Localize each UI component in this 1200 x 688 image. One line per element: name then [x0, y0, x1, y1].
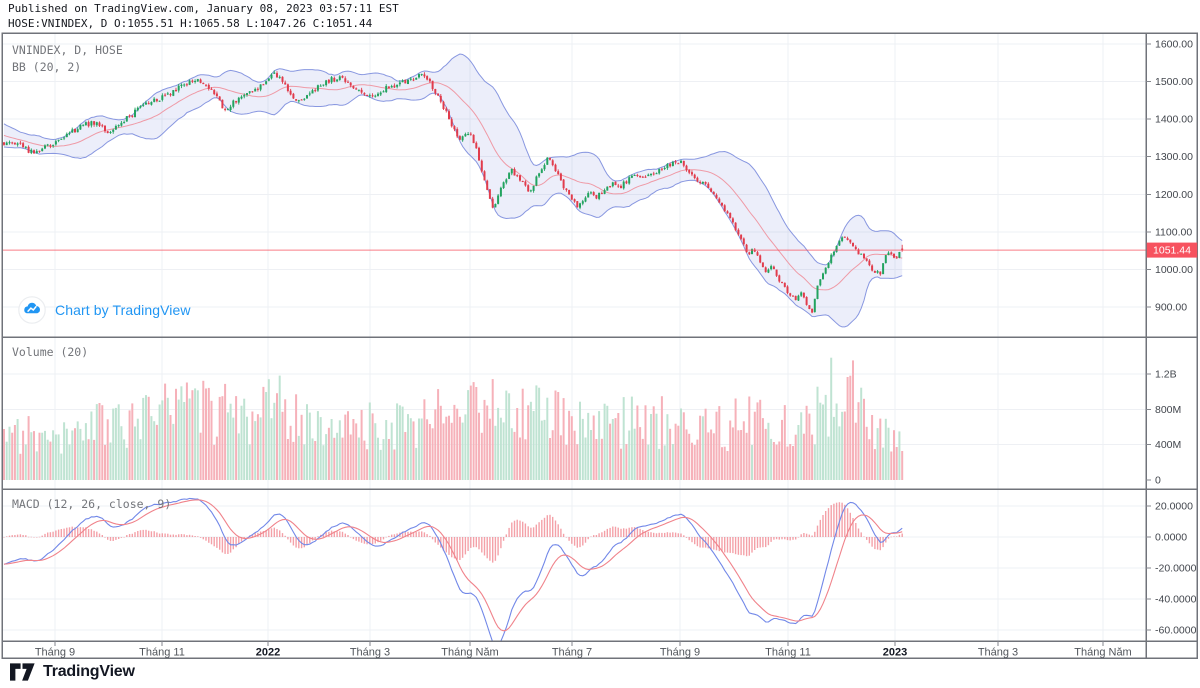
macd-line: [3, 497, 903, 641]
bb-indicator-legend: BB (20, 2): [12, 60, 82, 74]
tradingview-cloud-icon: [18, 296, 46, 324]
x-axis-label: Tháng 3: [978, 647, 1018, 659]
y-axis-label: 900.00: [1155, 302, 1187, 314]
y-axis-label: -40.0000: [1155, 594, 1197, 606]
x-axis-label: Tháng 11: [139, 647, 185, 659]
main-chart-legend: VNINDEX, D, HOSE BB (20, 2): [12, 42, 123, 76]
symbol-ohlc-line: HOSE:VNINDEX, D O:1055.51 H:1065.58 L:10…: [8, 16, 373, 30]
volume-indicator-label: Volume (20): [12, 345, 89, 359]
y-axis-label: 800M: [1155, 404, 1181, 416]
x-axis-label: Tháng 11: [765, 647, 811, 659]
y-axis-label: 400M: [1155, 439, 1181, 451]
y-axis-label: -60.0000: [1155, 625, 1197, 637]
signal-line: [3, 499, 903, 632]
chart-borders: [1, 32, 1198, 659]
tradingview-logo[interactable]: TradingView: [10, 663, 135, 681]
candlestick-series: [3, 70, 904, 314]
x-axis-label: 2023: [883, 647, 907, 659]
x-axis-label: 2022: [256, 647, 280, 659]
tradingview-watermark[interactable]: Chart by TradingView: [18, 296, 191, 324]
last-price-badge: [1146, 242, 1198, 258]
y-axis-label: 1400.00: [1155, 114, 1193, 126]
y-axis-label: 1300.00: [1155, 151, 1193, 163]
y-axis-label: 0.0000: [1155, 532, 1187, 544]
x-axis-label: Tháng 9: [660, 647, 700, 659]
x-axis-label: Tháng 9: [35, 647, 75, 659]
price-axis: 1600.00 1500.00 1400.00 1300.00 1200.00 1100.…: [1146, 39, 1197, 637]
watermark-label: Chart by TradingView: [55, 302, 191, 318]
published-line: Published on TradingView.com, January 08…: [8, 2, 399, 15]
time-axis: Tháng 9 Tháng 11 2022 Tháng 3 Tháng Năm Tháng…: [35, 641, 1132, 659]
tradingview-mark-icon: [10, 663, 35, 681]
x-axis-label: Tháng Năm: [441, 647, 498, 659]
symbol-legend: VNINDEX, D, HOSE: [12, 43, 123, 57]
last-price-badge-text: 1051.44: [1153, 245, 1191, 257]
y-axis-label: 1000.00: [1155, 264, 1193, 276]
macd-indicator-label: MACD (12, 26, close, 9): [12, 497, 172, 511]
x-axis-label: Tháng 7: [552, 647, 592, 659]
y-axis-label: 1200.00: [1155, 189, 1193, 201]
bollinger-band: [3, 53, 903, 328]
volume-bars: [3, 357, 904, 480]
snapshot-header: Published on TradingView.com, January 08…: [8, 2, 399, 31]
x-axis-label: Tháng 3: [350, 647, 390, 659]
y-axis-label: 1.2B: [1155, 369, 1177, 381]
y-axis-label: -20.0000: [1155, 563, 1197, 575]
y-axis-label: 20.0000: [1155, 501, 1193, 513]
tradingview-wordmark: TradingView: [43, 663, 135, 680]
y-axis-label: 1600.00: [1155, 39, 1193, 51]
y-axis-label: 0: [1155, 475, 1161, 487]
x-axis-label: Tháng Năm: [1074, 647, 1131, 659]
y-axis-label: 1500.00: [1155, 76, 1193, 88]
y-axis-label: 1100.00: [1155, 226, 1192, 238]
